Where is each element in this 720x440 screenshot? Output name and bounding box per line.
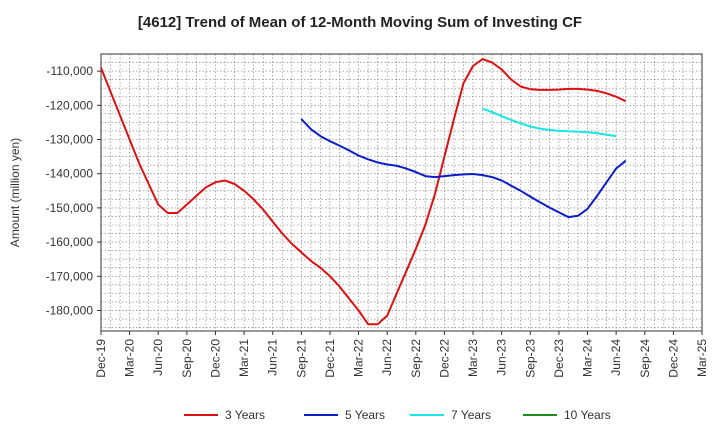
x-tick-label: Jun-24 (609, 339, 623, 376)
x-tick-label: Mar-25 (695, 339, 709, 377)
y-tick-label: -160,000 (46, 235, 94, 249)
legend: 3 Years 5 Years 7 Years 10 Years (184, 408, 611, 422)
x-tick-label: Dec-22 (437, 339, 451, 378)
x-tick-label: Mar-23 (466, 339, 480, 377)
y-tick-label: -130,000 (46, 132, 94, 146)
legend-label: 10 Years (564, 408, 611, 422)
legend-label: 5 Years (345, 408, 385, 422)
series-group (100, 58, 627, 326)
series-line-7-years (482, 107, 617, 138)
legend-label: 3 Years (225, 408, 265, 422)
y-tick-label: -170,000 (46, 269, 94, 283)
x-tick-label: Sep-20 (180, 339, 194, 378)
x-tick-label: Mar-21 (237, 339, 251, 377)
x-tick-label: Mar-20 (123, 339, 137, 377)
y-axis-label: Amount (million yen) (8, 138, 22, 247)
x-tick-label: Sep-24 (638, 339, 652, 378)
y-tick-label: -120,000 (46, 98, 94, 112)
grid (101, 54, 702, 331)
x-tick-label: Mar-24 (581, 339, 595, 377)
x-tick-label: Dec-23 (552, 339, 566, 378)
x-tick-label: Dec-19 (94, 339, 108, 378)
y-tick-label: -180,000 (46, 303, 94, 317)
x-tick-label: Jun-20 (151, 339, 165, 376)
x-tick-label: Dec-21 (323, 339, 337, 378)
x-tick-label: Jun-21 (266, 339, 280, 376)
x-axis: Dec-19 Mar-20 Jun-20 Sep-20 Dec-20 Mar-21 Jun-… (94, 331, 709, 378)
x-tick-label: Sep-23 (523, 339, 537, 378)
chart-title: [4612] Trend of Mean of 12-Month Moving … (137, 14, 583, 31)
x-tick-label: Jun-23 (495, 339, 509, 376)
legend-label: 7 Years (451, 408, 491, 422)
y-tick-label: -140,000 (46, 167, 94, 181)
x-tick-label: Dec-24 (666, 339, 680, 378)
x-tick-label: Sep-22 (409, 339, 423, 378)
series-line-5-years (300, 118, 627, 219)
x-tick-label: Mar-22 (352, 339, 366, 377)
x-tick-label: Dec-20 (208, 339, 222, 378)
y-tick-label: -150,000 (46, 201, 94, 215)
y-tick-label: -110,000 (47, 64, 94, 78)
plot-area (100, 53, 703, 332)
series-line-3-years (100, 58, 627, 326)
x-tick-label: Sep-21 (294, 339, 308, 378)
x-tick-label: Jun-22 (380, 339, 394, 376)
y-axis: -110,000 -120,000 -130,000 -140,000 -150,000… (46, 64, 101, 317)
